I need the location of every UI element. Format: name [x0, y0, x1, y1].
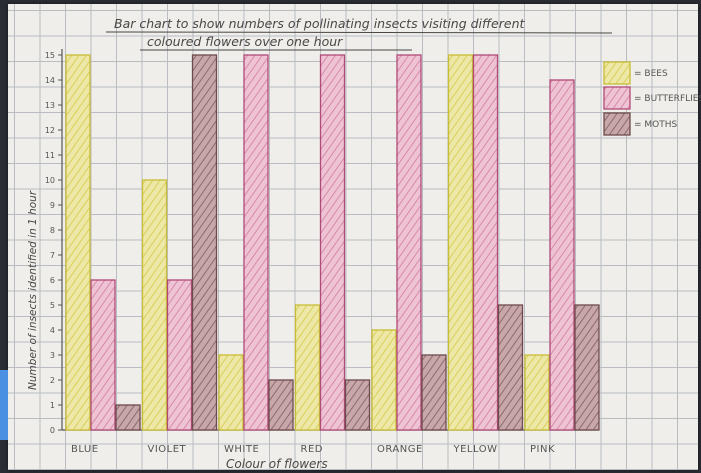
bar-red-series-2 — [344, 379, 371, 431]
bar-orange-series-0 — [371, 329, 397, 431]
bar-red-series-0 — [294, 304, 321, 431]
y-tick-label: 15 — [45, 51, 55, 60]
y-tick-label: 0 — [50, 426, 55, 435]
x-axis-tick-labels: BLUE VIOLET WHITE RED ORANGE YELLOW PINK — [71, 444, 555, 455]
y-tick-label: 1 — [50, 401, 55, 410]
legend-label-2: = MOTHS — [634, 120, 678, 130]
bar-yellow-series-2 — [497, 304, 524, 431]
bar-blue-series-1 — [90, 279, 116, 431]
bar-white-series-0 — [218, 354, 244, 431]
background-edge — [0, 370, 8, 440]
legend-swatch-1 — [603, 86, 631, 110]
bar-pink-series-2 — [574, 304, 600, 431]
legend-swatch-0 — [603, 61, 631, 85]
chart-title-line-1: Bar chart to show numbers of pollinating… — [114, 16, 525, 31]
bar-yellow-series-0 — [447, 54, 474, 431]
legend: = BEES = BUTTERFLIES = MOTHS — [603, 61, 701, 136]
y-tick-label: 10 — [45, 176, 55, 185]
y-tick-label: 9 — [50, 201, 55, 210]
y-axis-label: Number of insects identified in 1 hour — [27, 190, 39, 390]
x-tick-label-blue: BLUE — [71, 444, 99, 455]
y-tick-label: 11 — [45, 151, 55, 160]
y-tick-label: 2 — [50, 376, 55, 385]
title-underline-1 — [105, 31, 613, 34]
bar-violet-series-0 — [141, 179, 168, 431]
chart-title-line-2: coloured flowers over one hour — [147, 34, 343, 49]
legend-swatch-2 — [603, 112, 631, 136]
bar-pink-series-1 — [549, 79, 575, 431]
bar-blue-series-2 — [115, 404, 141, 431]
bar-violet-series-2 — [191, 54, 218, 431]
y-tick-label: 8 — [50, 226, 55, 235]
x-tick-label-red: RED — [301, 444, 323, 455]
x-tick-label-violet: VIOLET — [148, 444, 187, 455]
bar-blue-series-0 — [65, 54, 91, 431]
y-tick-label: 7 — [50, 251, 55, 260]
x-axis-label: Colour of flowers — [226, 457, 328, 471]
x-tick-label-orange: ORANGE — [377, 444, 423, 455]
bar-white-series-1 — [243, 54, 269, 431]
x-tick-label-white: WHITE — [224, 444, 259, 455]
bars — [65, 54, 600, 431]
x-tick-label-yellow: YELLOW — [453, 444, 498, 455]
bar-violet-series-1 — [166, 279, 193, 431]
legend-label-1: = BUTTERFLIES — [634, 94, 701, 104]
bar-orange-series-1 — [396, 54, 422, 431]
y-tick-label: 14 — [45, 76, 55, 85]
bar-orange-series-2 — [421, 354, 447, 431]
x-tick-label-pink: PINK — [530, 444, 555, 455]
bar-pink-series-0 — [524, 354, 550, 431]
y-tick-label: 13 — [45, 101, 55, 110]
graph-paper — [8, 4, 698, 470]
legend-label-0: = BEES — [634, 69, 668, 79]
y-tick-label: 5 — [50, 301, 55, 310]
bar-yellow-series-1 — [472, 54, 499, 431]
y-tick-label: 6 — [50, 276, 55, 285]
y-tick-label: 4 — [50, 326, 55, 335]
y-tick-label: 12 — [45, 126, 55, 135]
bar-white-series-2 — [268, 379, 294, 431]
y-tick-label: 3 — [50, 351, 55, 360]
bar-red-series-1 — [319, 54, 346, 431]
